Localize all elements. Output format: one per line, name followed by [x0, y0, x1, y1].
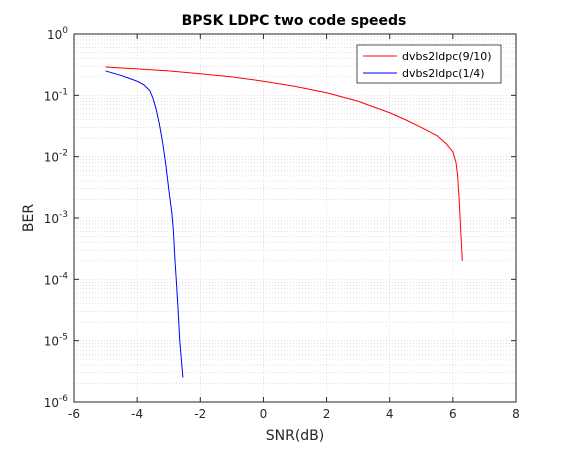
legend-box — [356, 44, 502, 84]
x-tick-label: -4 — [131, 407, 143, 421]
axis-ticks — [73, 33, 517, 403]
x-tick-label: 2 — [323, 407, 331, 421]
series-layer — [105, 66, 463, 378]
legend: dvbs2ldpc(9/10) dvbs2ldpc(1/4) — [356, 44, 502, 84]
y-tick-label: 10-5 — [44, 333, 68, 349]
plot-area — [74, 34, 516, 402]
x-tick-label: -6 — [68, 407, 80, 421]
x-tick-label: 8 — [512, 407, 520, 421]
legend-label: dvbs2ldpc(9/10) — [402, 50, 492, 63]
x-tick-label: -2 — [194, 407, 206, 421]
x-axis-label: SNR(dB) — [266, 428, 325, 444]
y-tick-label: 10-4 — [44, 271, 69, 287]
y-tick-label: 10-2 — [44, 149, 68, 165]
chart-title: BPSK LDPC two code speeds — [182, 13, 407, 29]
legend-label: dvbs2ldpc(1/4) — [402, 67, 485, 80]
y-tick-labels: 100 10-1 10-2 10-3 10-4 10-5 10-6 — [44, 26, 69, 410]
y-tick-label: 10-3 — [44, 210, 68, 226]
y-tick-label: 10-6 — [44, 394, 69, 410]
series-line-1 — [105, 66, 463, 261]
x-tick-label: 6 — [449, 407, 457, 421]
y-axis-label: BER — [21, 204, 37, 232]
y-tick-label: 10-1 — [44, 87, 68, 103]
x-tick-labels: -6 -4 -2 0 2 4 6 8 — [68, 407, 520, 421]
y-tick-label: 100 — [47, 26, 68, 42]
series-line-2 — [105, 70, 184, 378]
x-tick-label: 0 — [260, 407, 268, 421]
x-tick-label: 4 — [386, 407, 394, 421]
